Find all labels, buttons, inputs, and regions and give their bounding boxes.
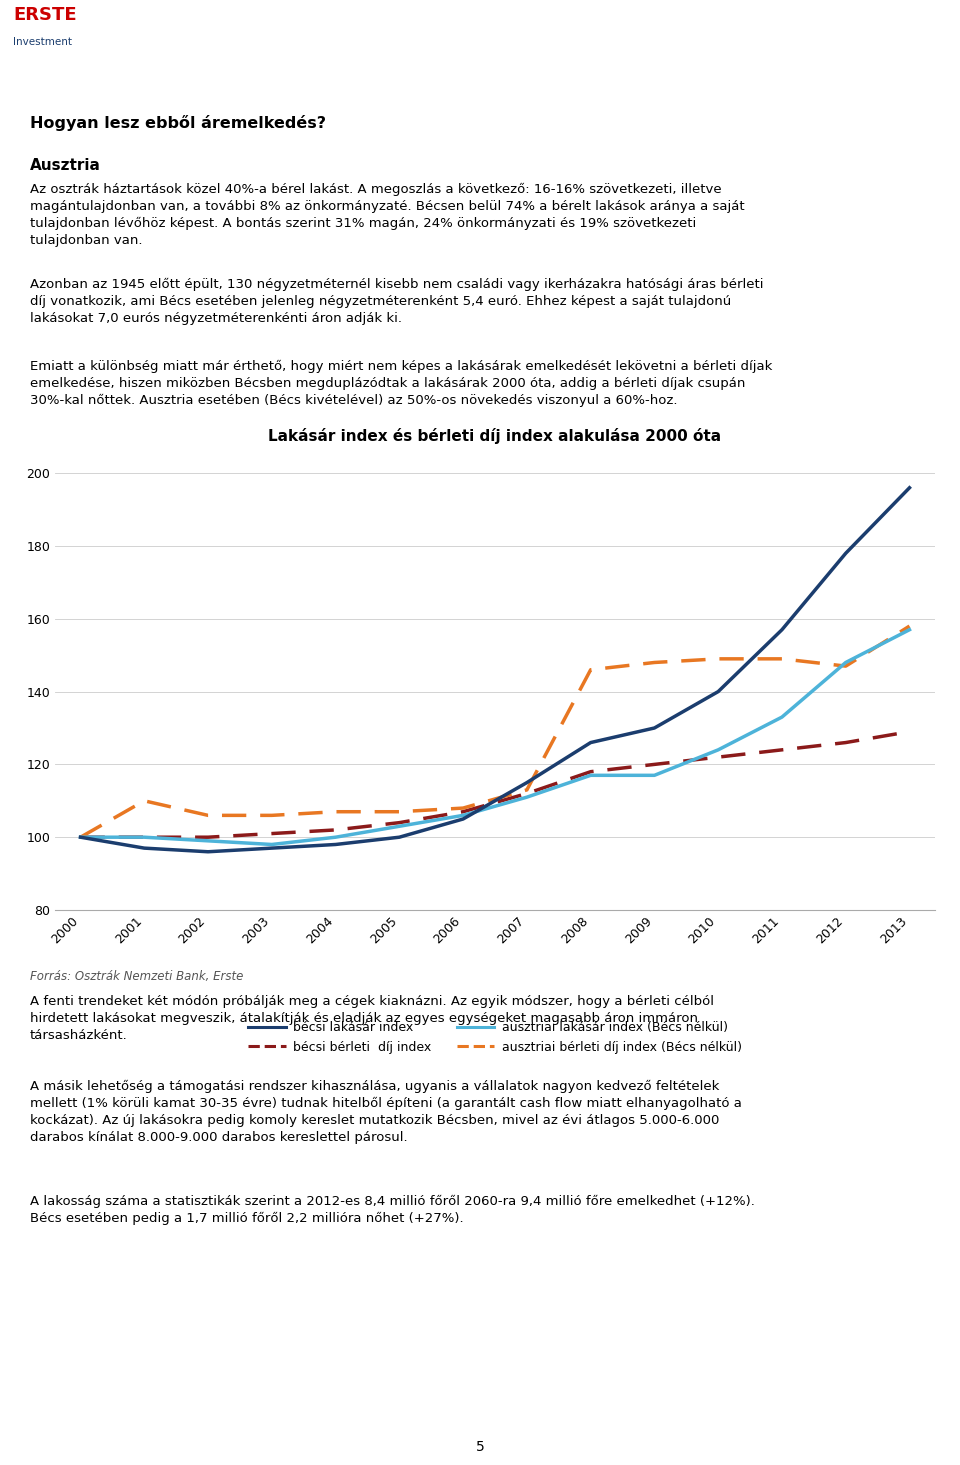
Text: Investment: Investment <box>13 37 72 47</box>
Title: Lakásár index és bérleti díj index alakulása 2000 óta: Lakásár index és bérleti díj index alaku… <box>269 428 722 444</box>
Text: Emiatt a különbség miatt már érthető, hogy miért nem képes a lakásárak emelkedés: Emiatt a különbség miatt már érthető, ho… <box>30 360 773 407</box>
Text: 5: 5 <box>475 1440 485 1453</box>
Text: Azonban az 1945 előtt épült, 130 négyzetméternél kisebb nem családi vagy ikerház: Azonban az 1945 előtt épült, 130 négyzet… <box>30 278 763 325</box>
Legend: bécsi lakásár index, bécsi bérleti  díj index, ausztriai lakásár index (Bécs nél: bécsi lakásár index, bécsi bérleti díj i… <box>244 1017 747 1059</box>
Text: Az osztrák háztartások közel 40%-a bérel lakást. A megoszlás a következő: 16-16%: Az osztrák háztartások közel 40%-a bérel… <box>30 183 745 248</box>
Text: ERSTE: ERSTE <box>13 6 77 23</box>
Text: A fenti trendeket két módón próbálják meg a cégek kiaknázni. Az egyik módszer, h: A fenti trendeket két módón próbálják me… <box>30 995 714 1042</box>
Text: Fókusz: Fókusz <box>192 18 267 37</box>
Text: Ausztria: Ausztria <box>30 158 101 173</box>
Text: Forrás: Osztrák Nemzeti Bank, Erste: Forrás: Osztrák Nemzeti Bank, Erste <box>30 970 244 983</box>
Text: A lakosság száma a statisztikák szerint a 2012-es 8,4 millió főről 2060-ra 9,4 m: A lakosság száma a statisztikák szerint … <box>30 1195 755 1225</box>
Text: Hogyan lesz ebből áremelkedés?: Hogyan lesz ebből áremelkedés? <box>30 114 326 130</box>
Text: A másik lehetőség a támogatási rendszer kihasználása, ugyanis a vállalatok nagyo: A másik lehetőség a támogatási rendszer … <box>30 1080 742 1144</box>
Text: 2014. október 22.: 2014. október 22. <box>756 18 936 35</box>
